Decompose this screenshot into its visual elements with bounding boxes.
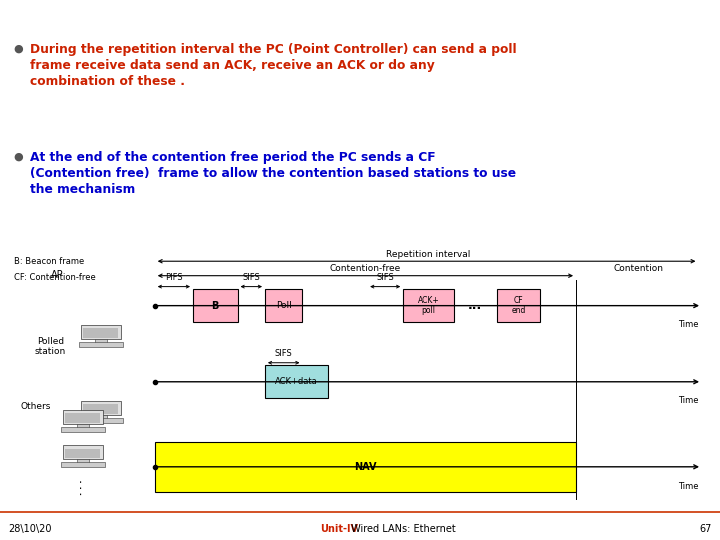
Bar bbox=[63, 511, 103, 525]
Bar bbox=[95, 415, 107, 419]
Bar bbox=[79, 342, 122, 347]
Bar bbox=[66, 413, 101, 423]
Bar bbox=[497, 289, 540, 322]
Bar bbox=[63, 446, 103, 460]
Text: 67: 67 bbox=[699, 524, 711, 534]
Text: IEEE 802.11: MAC Sublayer: IEEE 802.11: MAC Sublayer bbox=[7, 10, 280, 29]
Text: Poll: Poll bbox=[276, 301, 292, 310]
Text: ACK+data: ACK+data bbox=[275, 377, 318, 386]
Text: During the repetition interval the PC (Point Controller) can send a poll
frame r: During the repetition interval the PC (P… bbox=[30, 43, 517, 88]
Text: Wired LANs: Ethernet: Wired LANs: Ethernet bbox=[348, 524, 456, 534]
Text: ●: ● bbox=[13, 43, 23, 53]
Text: AP: AP bbox=[51, 270, 64, 280]
Bar bbox=[265, 289, 302, 322]
Bar bbox=[193, 289, 238, 322]
Bar bbox=[63, 410, 103, 424]
Text: Others: Others bbox=[21, 402, 51, 411]
Bar bbox=[61, 462, 104, 467]
Text: Unit-IV: Unit-IV bbox=[320, 524, 359, 534]
Text: ●: ● bbox=[13, 151, 23, 161]
Text: Contention-free: Contention-free bbox=[330, 264, 401, 273]
Text: SIFS: SIFS bbox=[377, 273, 394, 281]
Text: PIFS: PIFS bbox=[165, 273, 183, 281]
Text: Time: Time bbox=[678, 482, 698, 491]
Text: Time: Time bbox=[678, 320, 698, 329]
Bar bbox=[403, 289, 454, 322]
Bar bbox=[81, 325, 121, 339]
Text: B: B bbox=[212, 301, 219, 310]
Text: CF
end: CF end bbox=[511, 296, 526, 315]
Bar bbox=[155, 442, 576, 491]
Text: ...: ... bbox=[468, 299, 482, 312]
Text: Repetition interval: Repetition interval bbox=[386, 249, 471, 259]
Bar bbox=[77, 525, 89, 529]
Bar bbox=[265, 365, 328, 399]
Text: Time: Time bbox=[678, 396, 698, 405]
Bar bbox=[77, 424, 89, 428]
Text: NAV: NAV bbox=[354, 462, 377, 472]
Bar bbox=[66, 515, 101, 524]
Text: At the end of the contention free period the PC sends a CF
(Contention free)  fr: At the end of the contention free period… bbox=[30, 151, 516, 196]
Text: Polled
station: Polled station bbox=[35, 337, 66, 356]
Text: SIFS: SIFS bbox=[243, 273, 260, 281]
Text: CF: Contention-free: CF: Contention-free bbox=[14, 273, 96, 282]
Bar bbox=[66, 449, 101, 458]
Bar bbox=[77, 459, 89, 463]
Bar bbox=[84, 404, 119, 414]
Text: SIFS: SIFS bbox=[275, 349, 292, 357]
Text: ACK+
poll: ACK+ poll bbox=[418, 296, 439, 315]
Text: · · ·: · · · bbox=[78, 480, 87, 495]
Bar bbox=[95, 339, 107, 343]
Text: Contention: Contention bbox=[614, 264, 664, 273]
Bar bbox=[81, 401, 121, 415]
Bar bbox=[84, 328, 119, 338]
Text: B: Beacon frame: B: Beacon frame bbox=[14, 258, 85, 266]
Bar bbox=[79, 418, 122, 423]
Text: 28\10\20: 28\10\20 bbox=[9, 524, 52, 534]
Bar bbox=[61, 529, 104, 533]
Bar bbox=[61, 427, 104, 431]
